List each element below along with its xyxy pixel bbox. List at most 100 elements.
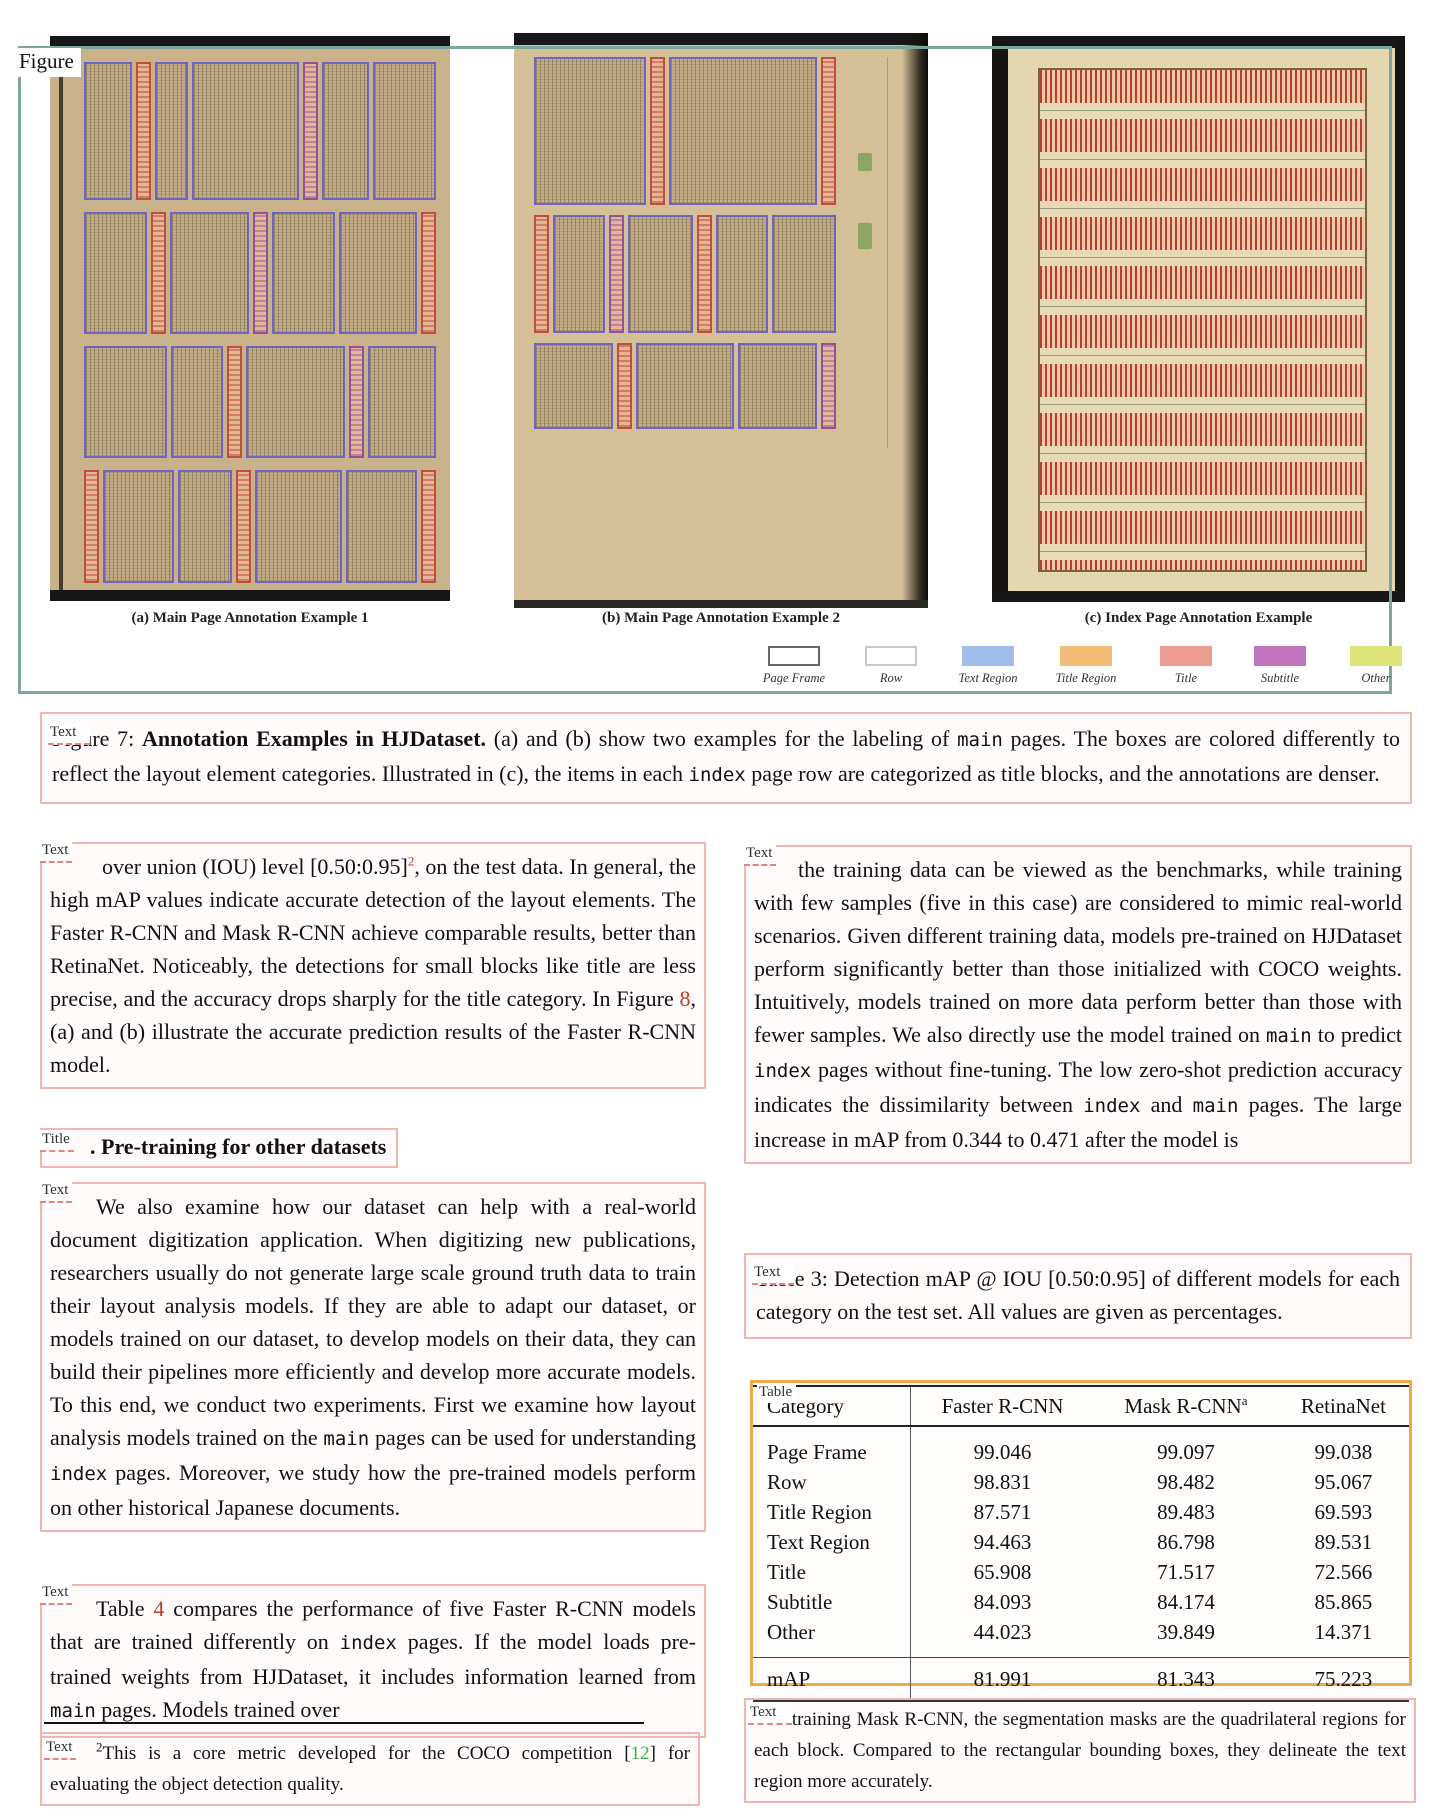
right-footnote: aFor training Mask R-CNN, the segmentati…: [754, 1707, 1406, 1792]
annotation-label-text: Text: [44, 1738, 77, 1760]
annotation-label-text: Text: [752, 1263, 794, 1285]
subcaption-c: (c) Index Page Annotation Example: [1084, 610, 1313, 626]
book-gutter-shadow: [902, 33, 928, 608]
table3-annotation-box: Table Category Faster R-CNN Mask R-CNNa …: [750, 1380, 1412, 1702]
left-footnote: 2This is a core metric developed for the…: [50, 1739, 690, 1795]
annotation-label-text: Text: [40, 1181, 73, 1203]
left-paragraph-2: We also examine how our dataset can help…: [50, 1194, 696, 1520]
annotation-label-text: Text: [748, 1703, 792, 1725]
legend-label: Title: [1174, 671, 1198, 685]
right-paragraph-1: the training data can be viewed as the b…: [754, 857, 1402, 1152]
footnote-rule: [44, 1722, 644, 1724]
results-table: Category Faster R-CNN Mask R-CNNa Retina…: [753, 1385, 1409, 1702]
table-cell: 71.517: [1157, 1559, 1215, 1584]
footnote-ref: 2: [407, 853, 415, 869]
legend-swatch: [1060, 646, 1112, 666]
legend-swatch: [1350, 646, 1402, 666]
table-cell: 14.371: [1314, 1619, 1373, 1644]
table-cell: 87.571: [973, 1499, 1032, 1524]
mono-index: index: [754, 1060, 812, 1082]
table-cell: 44.023: [973, 1619, 1032, 1644]
table-cell: 99.097: [1157, 1439, 1215, 1464]
left-paragraph-3-box: Text Table 4 compares the performance of…: [40, 1583, 706, 1738]
annotation-label-text: Text: [40, 841, 73, 863]
section-heading-box: Title . Pre-training for other datasets: [40, 1128, 399, 1168]
figure-image-index-page: [992, 36, 1405, 602]
table-cell: 86.798: [1157, 1529, 1215, 1554]
table-cell: 94.463: [973, 1529, 1032, 1554]
table-cell: 98.482: [1157, 1469, 1215, 1494]
legend-item-subtitle: Subtitle: [1234, 646, 1326, 686]
table-cell: 75.223: [1277, 1657, 1409, 1701]
legend-item-row: Row: [845, 646, 937, 686]
mono-main: main: [50, 1700, 96, 1722]
left-footnote-box: Text 2This is a core metric developed fo…: [40, 1732, 700, 1806]
legend-item-text-region: Text Region: [942, 646, 1034, 686]
book-edge-right: [1395, 36, 1405, 602]
section-heading: . Pre-training for other datasets: [90, 1134, 387, 1159]
table-cell: 81.343: [1094, 1657, 1278, 1701]
table-row: Other 44.023 39.849 14.371: [753, 1617, 1409, 1658]
legend-label: Page Frame: [762, 671, 826, 685]
left-paragraph-2-box: Text We also examine how our dataset can…: [40, 1181, 706, 1532]
table-row: Page Frame 99.046 99.097 99.038: [753, 1426, 1409, 1467]
table-cell: 89.531: [1314, 1529, 1373, 1554]
green-stamp: [858, 223, 872, 249]
book-edge-left: [992, 36, 1008, 602]
table-cell: 72.566: [1314, 1559, 1373, 1584]
mono-index: index: [50, 1463, 108, 1485]
mono-index: index: [339, 1632, 397, 1654]
subcaption-a: (a) Main Page Annotation Example 1: [131, 610, 369, 626]
legend-label: Other: [1361, 671, 1391, 685]
table-map-row: mAP 81.991 81.343 75.223: [753, 1657, 1409, 1701]
figure-image-main-page-2: [514, 33, 928, 608]
table-row: Row 98.831 98.482 95.067: [753, 1467, 1409, 1497]
right-footnote-box: Text aFor training Mask R-CNN, the segme…: [744, 1698, 1416, 1803]
col-header-retinanet: RetinaNet: [1277, 1386, 1409, 1427]
table-cell: 85.865: [1314, 1589, 1373, 1614]
left-paragraph-1-box: Text over union (IOU) level [0.50:0.95]2…: [40, 841, 706, 1089]
annotation-label-table: Table: [757, 1383, 797, 1403]
table3-caption: Table 3: Detection mAP @ IOU [0.50:0.95]…: [756, 1266, 1400, 1324]
table-cell: 84.093: [973, 1589, 1032, 1614]
figure-ref: 8: [679, 986, 691, 1011]
figure7-caption: Figure 7: Annotation Examples in HJDatas…: [52, 726, 1400, 786]
mono-main: main: [1192, 1095, 1239, 1117]
legend-swatch: [768, 646, 820, 666]
green-stamp: [858, 153, 872, 171]
citation-ref: 12: [630, 1743, 650, 1764]
table-cell: 69.593: [1314, 1499, 1373, 1524]
legend-item-title: Title: [1140, 646, 1232, 686]
table-cell: 99.038: [1314, 1439, 1373, 1464]
figure-image-main-page-1: [50, 36, 450, 601]
mono-main: main: [1265, 1025, 1312, 1047]
table-row: Subtitle 84.093 84.174 85.865: [753, 1587, 1409, 1617]
table-row: Title Region 87.571 89.483 69.593: [753, 1497, 1409, 1527]
mono-index: index: [1083, 1095, 1141, 1117]
book-edge-top: [50, 36, 450, 48]
table-cell: 98.831: [973, 1469, 1032, 1494]
annotation-label-figure: Figure: [14, 48, 81, 77]
legend-item-other: Other: [1330, 646, 1422, 686]
legend-swatch: [962, 646, 1014, 666]
legend-swatch: [1254, 646, 1306, 666]
legend-item-title-region: Title Region: [1040, 646, 1132, 686]
table-cell: Row: [753, 1467, 911, 1497]
table-header-row: Category Faster R-CNN Mask R-CNNa Retina…: [753, 1386, 1409, 1427]
table-row: Text Region 94.463 86.798 89.531: [753, 1527, 1409, 1557]
table-row: Title 65.908 71.517 72.566: [753, 1557, 1409, 1587]
table-cell: 89.483: [1157, 1499, 1215, 1524]
table-cell: 84.174: [1157, 1589, 1215, 1614]
table-cell: Title: [753, 1557, 911, 1587]
left-paragraph-1: over union (IOU) level [0.50:0.95]2, on …: [50, 853, 696, 1077]
col-header-faster-rcnn: Faster R-CNN: [910, 1386, 1095, 1427]
col-header-mask-rcnn: Mask R-CNNa: [1094, 1386, 1278, 1427]
subcaption-b: (b) Main Page Annotation Example 2: [602, 610, 840, 626]
legend-label: Text Region: [958, 671, 1018, 685]
table-cell: 95.067: [1314, 1469, 1373, 1494]
table-cell: 39.849: [1157, 1619, 1215, 1644]
table-cell: Title Region: [753, 1497, 911, 1527]
table-cell: Other: [753, 1617, 911, 1658]
table-cell: 81.991: [910, 1657, 1095, 1701]
